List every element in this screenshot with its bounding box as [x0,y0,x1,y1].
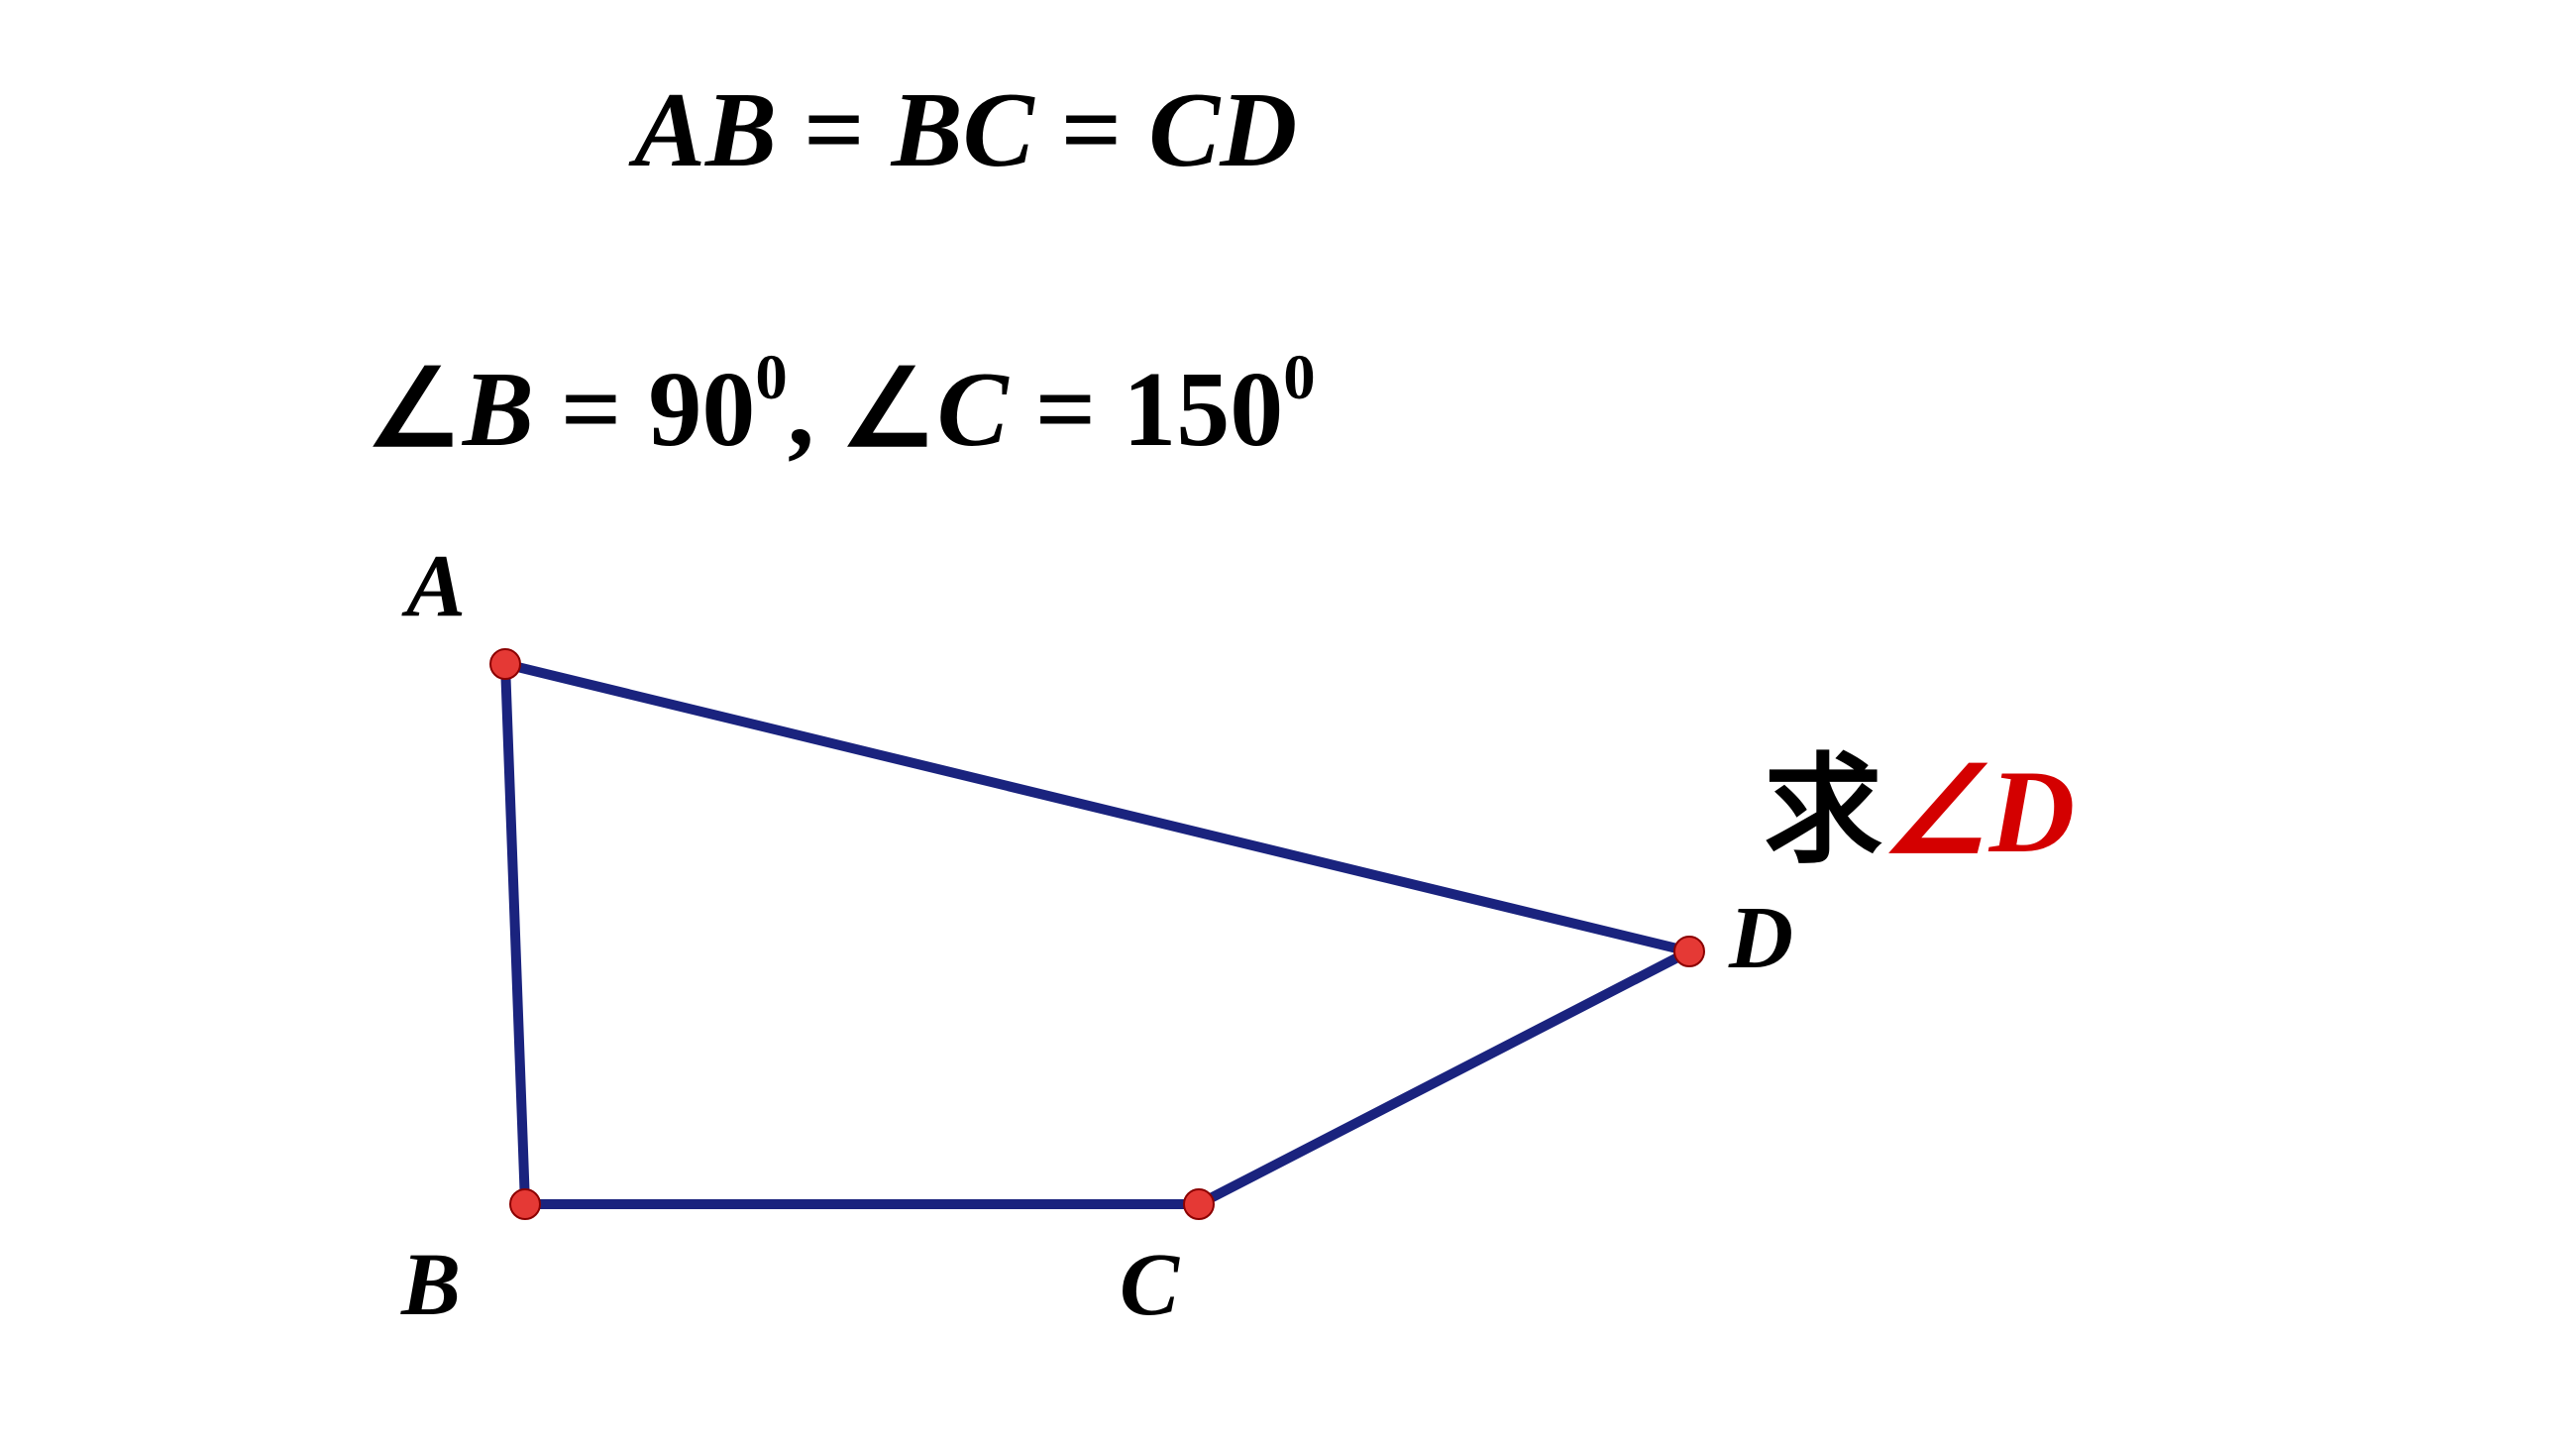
ask-cn: 求 [1764,745,1882,877]
ask-angle: ∠ [1882,745,1989,877]
edge-CD [1199,951,1689,1204]
label-c: C [1120,1234,1179,1336]
label-d: D [1729,887,1793,989]
diagram-svg [0,0,2576,1449]
edge-DA [505,664,1689,951]
label-a: A [406,535,466,637]
label-b: B [401,1234,461,1336]
point-C [1184,1189,1214,1219]
ask-d: D [1989,745,2076,877]
edge-AB [505,664,525,1204]
point-D [1674,937,1704,966]
ask-text: 求∠D [1764,714,2075,886]
point-B [510,1189,540,1219]
point-A [490,649,520,679]
